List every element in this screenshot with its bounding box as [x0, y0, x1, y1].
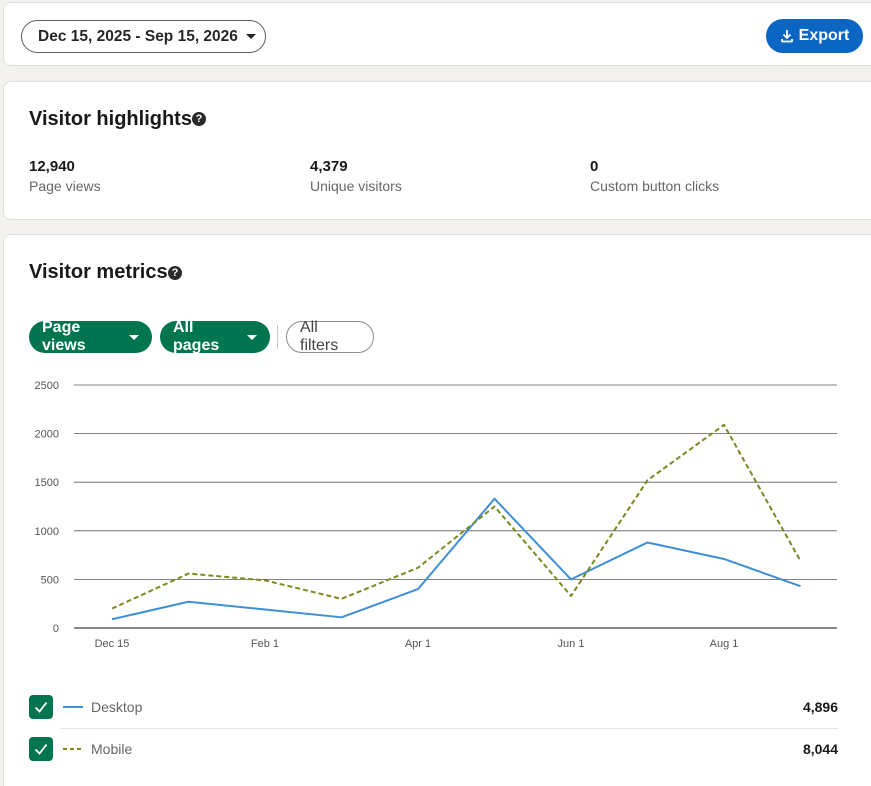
metric-filter-dropdown[interactable]: Page views [29, 319, 152, 354]
x-tick-label: Aug 1 [710, 638, 739, 650]
legend-row-desktop: Desktop 4,896 [29, 687, 838, 727]
stat-custom-button-clicks: 0 Custom button clicks [590, 158, 719, 194]
y-tick-label: 1500 [35, 477, 59, 489]
checkmark-icon [34, 701, 48, 713]
legend-row-mobile: Mobile 8,044 [29, 729, 838, 769]
date-range-label: Dec 15, 2025 - Sep 15, 2026 [38, 27, 238, 45]
series-line-mobile [111, 423, 802, 610]
stat-value: 12,940 [29, 158, 75, 175]
pages-filter-dropdown[interactable]: All pages [160, 319, 270, 354]
x-tick-label: Dec 15 [95, 638, 130, 650]
all-filters-button[interactable]: All filters [286, 319, 374, 354]
desktop-checkbox[interactable] [29, 695, 53, 719]
date-range-dropdown[interactable]: Dec 15, 2025 - Sep 15, 2026 [21, 20, 266, 53]
stat-value: 0 [590, 158, 599, 175]
legend-label: Desktop [91, 699, 143, 715]
caret-down-icon [245, 34, 256, 39]
pages-filter-label: All pages [173, 319, 220, 354]
checkmark-icon [34, 743, 48, 755]
filter-divider [277, 325, 278, 349]
legend-value: 4,896 [802, 699, 838, 715]
download-icon [780, 30, 793, 43]
visitor-metrics-card: Visitor metrics ? Page views All pages A… [3, 234, 871, 786]
y-tick-label: 2500 [35, 380, 59, 392]
desktop-line-swatch [63, 706, 83, 708]
visitor-highlights-card: Visitor highlights ? 12,940 Page views 4… [3, 81, 871, 220]
metric-filter-label: Page views [42, 319, 86, 354]
stat-unique-visitors: 4,379 Unique visitors [310, 158, 402, 194]
legend-value: 8,044 [802, 741, 838, 757]
help-icon[interactable]: ? [192, 112, 206, 126]
visitor-highlights-title: Visitor highlights [29, 108, 192, 130]
stat-label: Unique visitors [310, 178, 402, 194]
y-tick-label: 0 [53, 623, 59, 635]
caret-down-icon [247, 334, 257, 340]
y-tick-label: 2000 [35, 429, 59, 441]
stat-label: Custom button clicks [590, 178, 720, 194]
visitor-metrics-chart: 0 500 1000 1500 2000 2500 Dec 15 Feb 1 Apr 1 Jun … [35, 380, 837, 650]
stat-value: 4,379 [310, 158, 348, 175]
mobile-line-swatch [63, 748, 83, 750]
help-icon[interactable]: ? [168, 266, 182, 280]
y-tick-label: 500 [41, 574, 59, 586]
visitor-metrics-title: Visitor metrics [29, 261, 168, 283]
export-label: Export [798, 27, 850, 44]
y-tick-label: 1000 [35, 526, 59, 538]
export-button[interactable]: Export [766, 19, 863, 53]
legend-divider [61, 728, 838, 729]
stat-label: Page views [29, 178, 101, 194]
x-tick-label: Feb 1 [251, 638, 279, 650]
x-tick-label: Apr 1 [405, 638, 431, 650]
caret-down-icon [129, 334, 139, 340]
mobile-checkbox[interactable] [29, 737, 53, 761]
date-toolbar: Dec 15, 2025 - Sep 15, 2026 Export [3, 2, 871, 66]
stat-page-views: 12,940 Page views [29, 158, 101, 194]
series-line-desktop [111, 497, 801, 621]
legend-label: Mobile [91, 741, 133, 757]
x-tick-label: Jun 1 [558, 638, 585, 650]
